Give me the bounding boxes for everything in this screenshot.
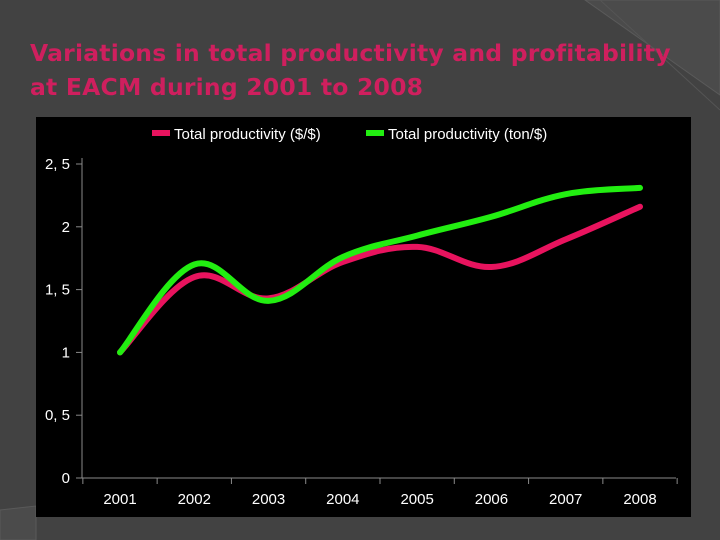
legend-swatch-1 xyxy=(152,130,170,136)
series-line-2 xyxy=(117,184,643,356)
y-tick-label: 1, 5 xyxy=(45,282,70,299)
y-tick-label: 0 xyxy=(62,470,70,487)
series-line-1 xyxy=(117,203,643,356)
legend-label-2: Total productivity (ton/$) xyxy=(388,126,547,143)
x-tick-label: 2006 xyxy=(475,491,508,508)
y-tick-label: 2, 5 xyxy=(45,156,70,173)
x-tick-label: 2002 xyxy=(178,491,211,508)
x-tick-label: 2001 xyxy=(103,491,136,508)
x-tick-label: 2007 xyxy=(549,491,582,508)
x-tick-label: 2005 xyxy=(400,491,433,508)
y-tick-label: 0, 5 xyxy=(45,407,70,424)
chart-svg: Total productivity ($/$) Total productivi… xyxy=(45,126,678,508)
x-tick-label: 2008 xyxy=(623,491,656,508)
chart-axes xyxy=(76,158,678,484)
line-chart: Total productivity ($/$) Total productivi… xyxy=(36,117,691,517)
legend-swatch-2 xyxy=(366,130,384,136)
y-tick-label: 2 xyxy=(62,219,70,236)
slide-title: Variations in total productivity and pro… xyxy=(30,39,671,101)
x-tick-label: 2003 xyxy=(252,491,285,508)
y-axis-tick-labels: 0 0, 5 1 1, 5 2 2, 5 xyxy=(45,156,70,487)
chart-series-lines xyxy=(117,184,643,356)
x-axis-tick-labels: 2001 2002 2003 2004 2005 2006 2007 2008 xyxy=(103,491,656,508)
x-tick-label: 2004 xyxy=(326,491,359,508)
y-tick-label: 1 xyxy=(62,344,70,361)
chart-legend: Total productivity ($/$) Total productivi… xyxy=(152,126,547,143)
legend-label-1: Total productivity ($/$) xyxy=(174,126,321,143)
